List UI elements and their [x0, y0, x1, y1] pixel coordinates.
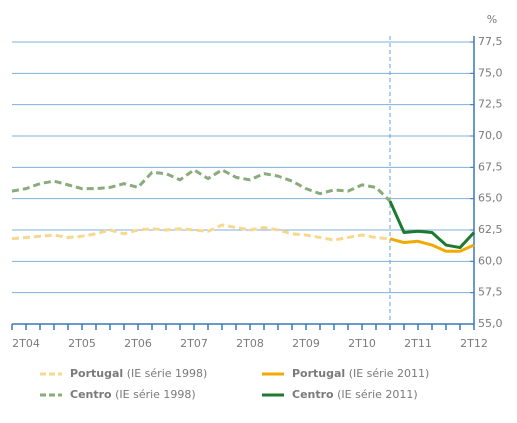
y-tick-label: 67,5	[478, 160, 503, 173]
x-tick-label: 2T09	[292, 337, 320, 350]
x-tick-label: 2T08	[236, 337, 264, 350]
y-tick-label: 75,0	[478, 66, 503, 79]
legend-label: Centro (IE série 1998)	[70, 388, 196, 401]
y-tick-label: 55,0	[478, 317, 503, 330]
x-tick-label: 2T04	[12, 337, 40, 350]
x-tick-label: 2T06	[124, 337, 152, 350]
legend-note: (IE série 2011)	[337, 388, 418, 401]
y-tick-label: 72,5	[478, 98, 503, 111]
legend-name: Portugal	[70, 367, 123, 380]
x-tick-label: 2T05	[68, 337, 96, 350]
series-line	[11, 223, 391, 242]
legend-label: Portugal (IE série 2011)	[292, 367, 429, 380]
legend-note: (IE série 1998)	[127, 367, 208, 380]
x-tick-label: 2T10	[348, 337, 376, 350]
y-tick-label: 60,0	[478, 254, 503, 267]
legend-name: Centro	[70, 388, 112, 401]
legend-name: Centro	[292, 388, 334, 401]
y-unit: %	[487, 13, 497, 26]
y-tick-label: 62,5	[478, 223, 503, 236]
legend-label: Centro (IE série 2011)	[292, 388, 418, 401]
legend-name: Portugal	[292, 367, 345, 380]
x-tick-label: 2T12	[460, 337, 488, 350]
y-tick-label: 70,0	[478, 129, 503, 142]
legend-label: Portugal (IE série 1998)	[70, 367, 207, 380]
x-tick-label: 2T11	[404, 337, 432, 350]
legend-note: (IE série 1998)	[115, 388, 196, 401]
series-line	[11, 168, 392, 203]
series-line	[389, 237, 475, 253]
y-tick-label: 57,5	[478, 286, 503, 299]
y-tick-label: 65,0	[478, 192, 503, 205]
series-line	[388, 200, 476, 250]
y-tick-label: 77,5	[478, 35, 503, 48]
legend-note: (IE série 2011)	[349, 367, 430, 380]
x-tick-label: 2T07	[180, 337, 208, 350]
